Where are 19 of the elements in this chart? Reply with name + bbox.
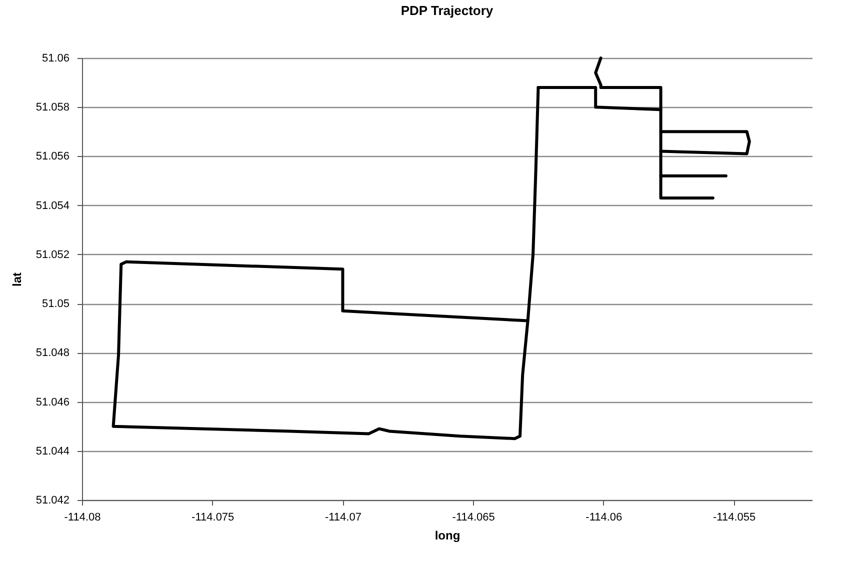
y-tick-label: 51.046 bbox=[36, 396, 70, 408]
y-tick-label: 51.06 bbox=[42, 52, 70, 64]
x-tick-label: -114.07 bbox=[324, 512, 362, 524]
y-tick-label: 51.054 bbox=[36, 200, 70, 212]
y-tick-label: 51.048 bbox=[36, 347, 70, 360]
x-tick-label: -114.065 bbox=[452, 512, 495, 524]
x-axis-title: long bbox=[434, 528, 460, 542]
chart-title: PDP Trajectory bbox=[400, 3, 494, 18]
y-tick-label: 51.042 bbox=[36, 494, 70, 506]
x-tick-label: -114.08 bbox=[64, 512, 101, 524]
y-tick-label: 51.05 bbox=[42, 298, 70, 310]
y-tick-label: 51.052 bbox=[36, 248, 70, 261]
x-tick-label: -114.075 bbox=[192, 512, 234, 524]
y-tick-label: 51.058 bbox=[36, 102, 70, 114]
y-tick-label: 51.056 bbox=[36, 150, 70, 163]
x-tick-label: -114.055 bbox=[712, 512, 756, 524]
x-tick-label: -114.06 bbox=[586, 512, 622, 524]
y-axis-title: lat bbox=[10, 272, 24, 287]
y-tick-label: 51.044 bbox=[36, 445, 70, 458]
